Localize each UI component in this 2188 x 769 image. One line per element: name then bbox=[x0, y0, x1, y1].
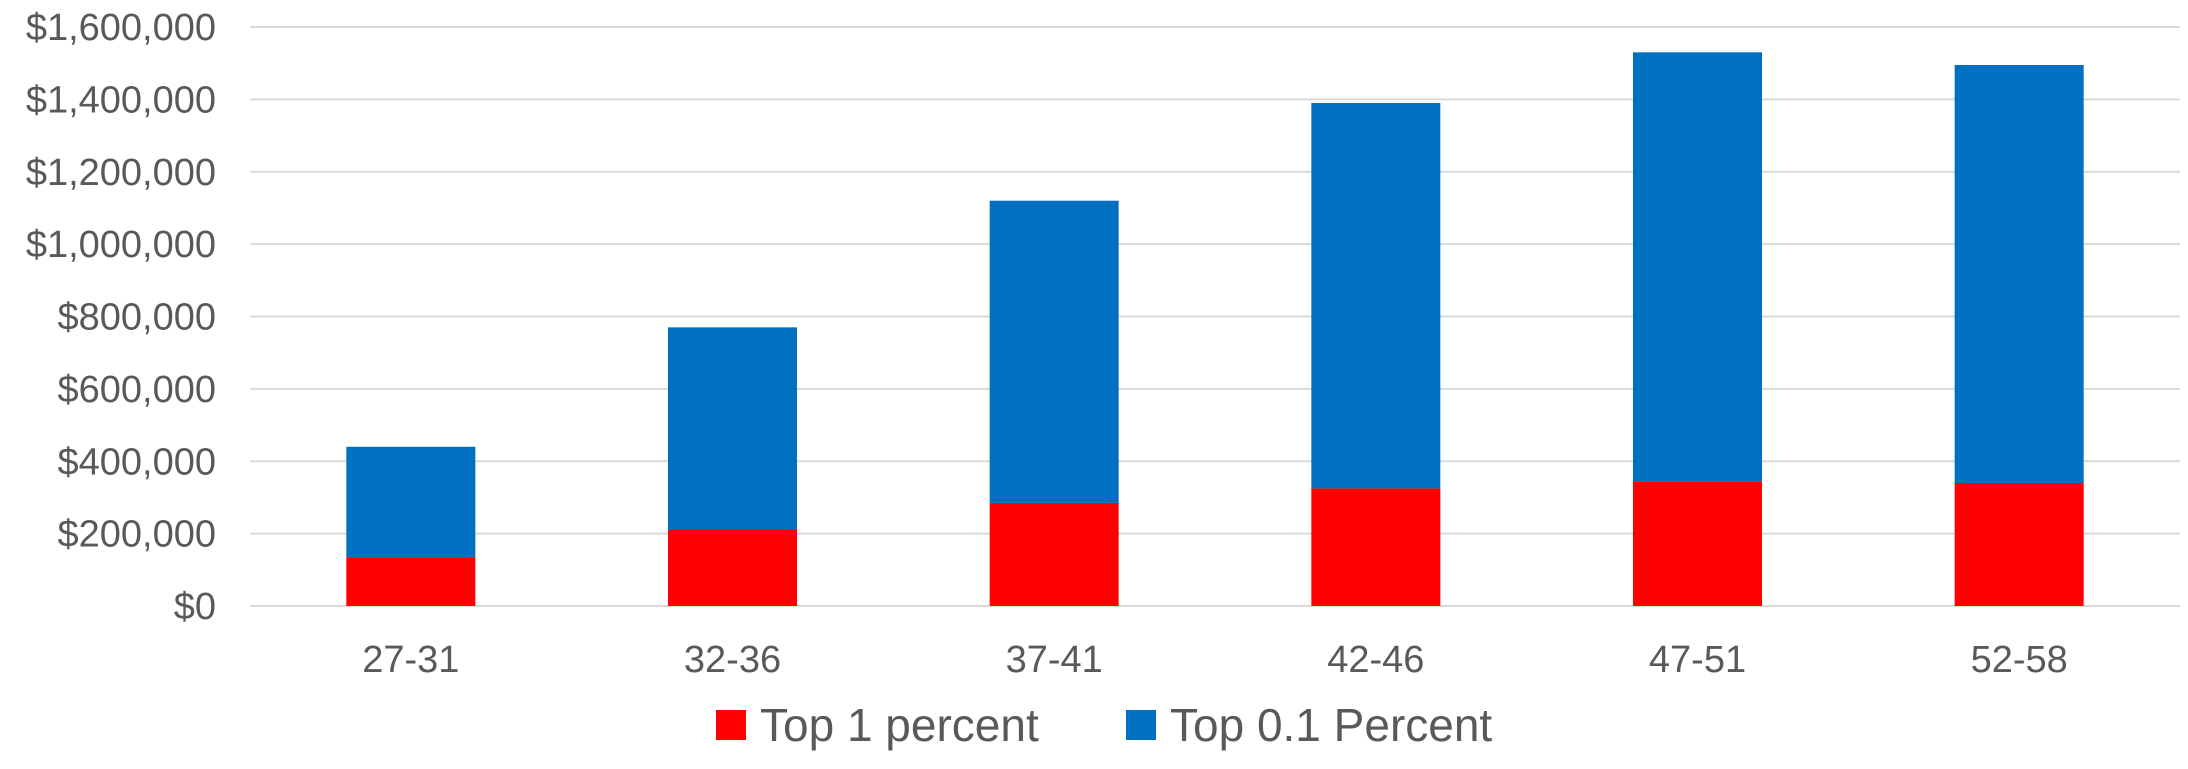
x-tick-label: 47-51 bbox=[1649, 639, 1746, 681]
bar-segment-top-1-percent bbox=[1954, 482, 2084, 606]
bar-segment-top-0-1-percent bbox=[668, 327, 797, 531]
legend-item: Top 1 percent bbox=[716, 699, 1039, 751]
x-tick-label: 42-46 bbox=[1327, 639, 1424, 681]
legend: Top 1 percent Top 0.1 Percent bbox=[716, 699, 1492, 751]
bar-segment-top-1-percent bbox=[989, 502, 1119, 606]
gridlines bbox=[250, 26, 2180, 607]
legend-label: Top 1 percent bbox=[760, 699, 1039, 751]
bar-segment-top-1-percent bbox=[668, 530, 797, 606]
legend-swatch bbox=[716, 710, 746, 740]
y-tick-label: $600,000 bbox=[58, 369, 217, 411]
y-tick-label: $1,000,000 bbox=[26, 224, 216, 266]
legend-item: Top 0.1 Percent bbox=[1126, 699, 1492, 751]
y-tick-label: $0 bbox=[174, 586, 216, 628]
x-tick-label: 27-31 bbox=[362, 639, 459, 681]
y-axis-tick-labels: $0 $200,000 $400,000 $600,000 $800,000 $1,000… bbox=[26, 7, 216, 628]
bar-segment-top-0-1-percent bbox=[346, 446, 476, 558]
y-tick-label: $1,200,000 bbox=[26, 152, 216, 194]
y-tick-label: $1,600,000 bbox=[26, 7, 216, 49]
bar-segment-top-0-1-percent bbox=[1633, 52, 1762, 482]
x-tick-label: 37-41 bbox=[1006, 639, 1103, 681]
bar-segment-top-0-1-percent bbox=[1311, 102, 1441, 489]
x-tick-label: 32-36 bbox=[684, 639, 781, 681]
bar-segment-top-1-percent bbox=[1311, 488, 1441, 606]
y-tick-label: $200,000 bbox=[58, 514, 217, 556]
y-tick-label: $800,000 bbox=[58, 297, 217, 339]
legend-label: Top 0.1 Percent bbox=[1170, 699, 1492, 751]
legend-swatch bbox=[1126, 710, 1156, 740]
x-axis-tick-labels: 27-31 32-36 37-41 42-46 47-51 52-58 bbox=[362, 639, 2068, 681]
y-tick-label: $1,400,000 bbox=[26, 79, 216, 121]
bar-segment-top-1-percent bbox=[1633, 481, 1762, 606]
bar-segment-top-1-percent bbox=[346, 557, 476, 606]
bar-segment-top-0-1-percent bbox=[1954, 64, 2084, 483]
bars bbox=[346, 52, 2084, 606]
y-tick-label: $400,000 bbox=[58, 441, 217, 483]
x-tick-label: 52-58 bbox=[1971, 639, 2068, 681]
bar-segment-top-0-1-percent bbox=[989, 200, 1119, 503]
